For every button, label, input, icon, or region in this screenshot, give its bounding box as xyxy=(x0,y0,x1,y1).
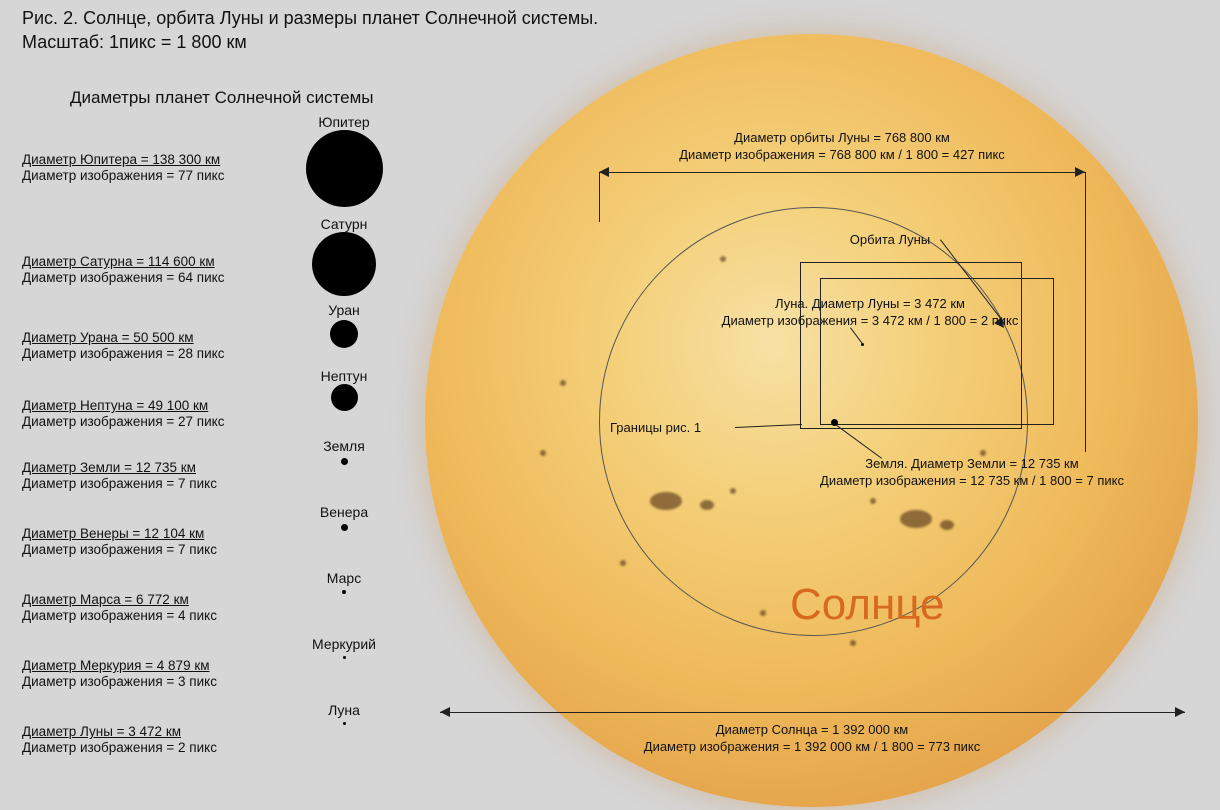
sunspot xyxy=(620,560,626,566)
moon-annotation: Луна. Диаметр Луны = 3 472 км Диаметр из… xyxy=(700,296,1040,330)
planet-row-uranus: Диаметр Урана = 50 500 кмДиаметр изображ… xyxy=(22,330,224,361)
planet-image-px-label: Диаметр изображения = 7 пикс xyxy=(22,542,217,557)
planet-name-mars: Марс xyxy=(294,570,394,586)
sun-dim-arrowhead-left xyxy=(440,707,450,717)
planet-row-neptune: Диаметр Нептуна = 49 100 кмДиаметр изобр… xyxy=(22,398,224,429)
planet-row-venus: Диаметр Венеры = 12 104 кмДиаметр изобра… xyxy=(22,526,217,557)
planet-name-jupiter: Юпитер xyxy=(294,114,394,130)
planet-circle-mercury xyxy=(343,656,346,659)
sunspot xyxy=(850,640,856,646)
planet-name-saturn: Сатурн xyxy=(294,216,394,232)
orbit-dim-label: Диаметр орбиты Луны = 768 800 км Диаметр… xyxy=(672,130,1012,164)
sun-dim-label: Диаметр Солнца = 1 392 000 км Диаметр из… xyxy=(612,722,1012,756)
orbit-dim-tick-left xyxy=(599,172,600,222)
planet-diameter-label: Диаметр Луны = 3 472 км xyxy=(22,724,217,739)
planet-image-px-label: Диаметр изображения = 28 пикс xyxy=(22,346,224,361)
figure-caption: Рис. 2. Солнце, орбита Луны и размеры пл… xyxy=(22,6,598,55)
planet-name-moon: Луна xyxy=(294,702,394,718)
sunspot xyxy=(540,450,546,456)
planet-name-earth: Земля xyxy=(294,438,394,454)
sun-dim-arrowhead-right xyxy=(1175,707,1185,717)
caption-line2: Масштаб: 1пикс = 1 800 км xyxy=(22,32,247,52)
planet-diameter-label: Диаметр Меркурия = 4 879 км xyxy=(22,658,217,673)
planet-diameter-label: Диаметр Земли = 12 735 км xyxy=(22,460,217,475)
planet-diameter-label: Диаметр Урана = 50 500 км xyxy=(22,330,224,345)
planet-circle-mars xyxy=(342,590,346,594)
fig1-bounds-label: Границы рис. 1 xyxy=(610,420,750,437)
orbit-dim-line xyxy=(599,172,1085,173)
planet-name-neptune: Нептун xyxy=(294,368,394,384)
planet-circle-neptune xyxy=(331,384,358,411)
planet-circle-venus xyxy=(341,524,348,531)
planet-name-mercury: Меркурий xyxy=(294,636,394,652)
planet-row-mercury: Диаметр Меркурия = 4 879 кмДиаметр изобр… xyxy=(22,658,217,689)
figure-container: { "canvas": { "width": 1220, "height": 8… xyxy=(0,0,1220,810)
caption-line1: Рис. 2. Солнце, орбита Луны и размеры пл… xyxy=(22,8,598,28)
planet-circle-uranus xyxy=(330,320,358,348)
planet-diameter-label: Диаметр Сатурна = 114 600 км xyxy=(22,254,224,269)
planet-image-px-label: Диаметр изображения = 27 пикс xyxy=(22,414,224,429)
planet-diameter-label: Диаметр Юпитера = 138 300 км xyxy=(22,152,224,167)
planet-image-px-label: Диаметр изображения = 64 пикс xyxy=(22,270,224,285)
planet-circle-moon xyxy=(343,722,346,725)
orbit-tag-label: Орбита Луны xyxy=(830,232,950,249)
planet-row-saturn: Диаметр Сатурна = 114 600 кмДиаметр изоб… xyxy=(22,254,224,285)
planet-row-earth: Диаметр Земли = 12 735 кмДиаметр изображ… xyxy=(22,460,217,491)
sunspot xyxy=(560,380,566,386)
planet-image-px-label: Диаметр изображения = 7 пикс xyxy=(22,476,217,491)
sun-label: Солнце xyxy=(790,580,944,630)
orbit-dim-tick-right xyxy=(1085,172,1086,452)
planet-row-jupiter: Диаметр Юпитера = 138 300 кмДиаметр изоб… xyxy=(22,152,224,183)
section-title: Диаметры планет Солнечной системы xyxy=(70,88,374,108)
planet-image-px-label: Диаметр изображения = 3 пикс xyxy=(22,674,217,689)
planet-row-moon: Диаметр Луны = 3 472 кмДиаметр изображен… xyxy=(22,724,217,755)
planet-image-px-label: Диаметр изображения = 77 пикс xyxy=(22,168,224,183)
orbit-dim-arrowhead-right xyxy=(1075,167,1085,177)
planet-diameter-label: Диаметр Венеры = 12 104 км xyxy=(22,526,217,541)
planet-name-uranus: Уран xyxy=(294,302,394,318)
planet-circle-earth xyxy=(341,458,348,465)
planet-row-mars: Диаметр Марса = 6 772 кмДиаметр изображе… xyxy=(22,592,217,623)
earth-annotation: Земля. Диаметр Земли = 12 735 км Диаметр… xyxy=(802,456,1142,490)
sun-dim-line xyxy=(440,712,1185,713)
planet-circle-jupiter xyxy=(306,130,383,207)
planet-image-px-label: Диаметр изображения = 4 пикс xyxy=(22,608,217,623)
orbit-dim-arrowhead-left xyxy=(599,167,609,177)
planet-image-px-label: Диаметр изображения = 2 пикс xyxy=(22,740,217,755)
planet-diameter-label: Диаметр Нептуна = 49 100 км xyxy=(22,398,224,413)
planet-name-venus: Венера xyxy=(294,504,394,520)
planet-circle-saturn xyxy=(312,232,376,296)
planet-diameter-label: Диаметр Марса = 6 772 км xyxy=(22,592,217,607)
